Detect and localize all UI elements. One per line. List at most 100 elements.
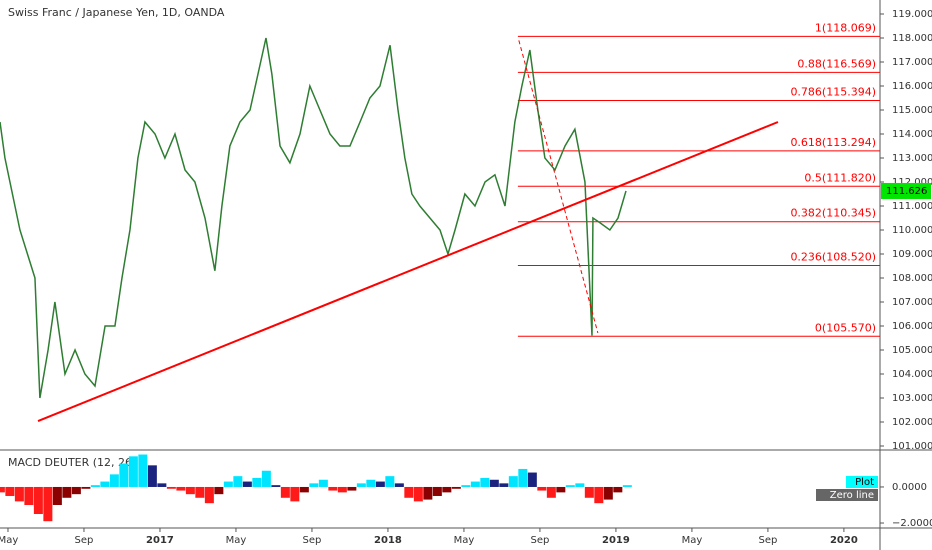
macd-bar xyxy=(546,486,556,498)
x-tick-label: Sep xyxy=(303,535,322,546)
macd-bar xyxy=(499,483,509,487)
macd-bar xyxy=(366,479,376,487)
macd-bar xyxy=(90,485,100,487)
x-tick-label: Sep xyxy=(758,535,777,546)
macd-bar xyxy=(5,486,15,496)
indicator-y-tick-label: 0.0000 xyxy=(892,482,927,493)
macd-bar xyxy=(451,486,461,489)
y-tick-label: 113.000 xyxy=(892,153,932,164)
macd-bar xyxy=(489,479,499,487)
macd-bar xyxy=(470,481,480,487)
fib-label: 0.88(116.569) xyxy=(797,57,876,70)
macd-bar xyxy=(71,486,81,495)
macd-bar xyxy=(461,485,471,487)
macd-bar xyxy=(508,476,518,487)
x-tick-label: May xyxy=(226,535,247,546)
macd-bar xyxy=(138,454,148,487)
fib-label: 0.786(115.394) xyxy=(790,86,876,99)
macd-bar xyxy=(309,483,319,487)
macd-bar xyxy=(375,481,385,487)
macd-bar xyxy=(299,486,309,493)
trend-line xyxy=(518,40,599,334)
macd-bar xyxy=(0,486,5,493)
macd-bar xyxy=(147,465,157,487)
fib-label: 0(105.570) xyxy=(815,321,876,334)
indicator-y-tick-label: −2.0000 xyxy=(892,518,932,529)
y-tick-label: 106.000 xyxy=(892,321,932,332)
last-price-tag xyxy=(881,182,931,199)
macd-bar xyxy=(480,477,490,487)
macd-bar xyxy=(157,483,167,487)
y-tick-label: 119.000 xyxy=(892,9,932,20)
macd-bar xyxy=(128,456,138,487)
x-tick-label: 2020 xyxy=(830,535,858,546)
macd-bar xyxy=(185,486,195,495)
macd-bar xyxy=(195,486,205,498)
macd-bar xyxy=(176,486,186,491)
legend-swatch xyxy=(846,476,878,488)
macd-bar xyxy=(233,476,243,487)
x-tick-label: May xyxy=(682,535,703,546)
y-tick-label: 110.000 xyxy=(892,225,932,236)
macd-bar xyxy=(622,485,632,487)
y-tick-label: 114.000 xyxy=(892,129,932,140)
price-line xyxy=(0,37,627,399)
macd-bar xyxy=(594,486,604,504)
indicator-title: MACD DEUTER (12, 26) xyxy=(8,456,136,469)
macd-bar xyxy=(432,486,442,496)
macd-bar xyxy=(204,486,214,504)
fib-label: 0.236(108.520) xyxy=(790,251,876,264)
x-tick-label: Sep xyxy=(75,535,94,546)
y-tick-label: 105.000 xyxy=(892,345,932,356)
macd-bar xyxy=(556,486,566,493)
macd-bar xyxy=(261,470,271,487)
macd-bar xyxy=(62,486,72,498)
y-tick-label: 109.000 xyxy=(892,249,932,260)
y-tick-label: 108.000 xyxy=(892,273,932,284)
macd-bar xyxy=(24,486,34,505)
macd-bar xyxy=(584,486,594,498)
y-tick-label: 107.000 xyxy=(892,297,932,308)
macd-bar xyxy=(252,477,262,487)
macd-bar xyxy=(337,486,347,493)
macd-bar xyxy=(214,486,224,495)
macd-bar xyxy=(565,485,575,487)
legend-swatch xyxy=(816,489,878,501)
macd-bar xyxy=(119,463,129,487)
macd-bar xyxy=(527,472,537,487)
x-tick-label: Sep xyxy=(531,535,550,546)
x-tick-label: May xyxy=(454,535,475,546)
macd-bar xyxy=(43,486,53,522)
macd-bar xyxy=(52,486,62,505)
y-tick-label: 103.000 xyxy=(892,393,932,404)
macd-bar xyxy=(537,486,547,491)
macd-bar xyxy=(356,483,366,487)
x-tick-label: 2018 xyxy=(374,535,402,546)
x-tick-label: 2019 xyxy=(602,535,630,546)
y-tick-label: 111.000 xyxy=(892,201,932,212)
y-tick-label: 104.000 xyxy=(892,369,932,380)
y-tick-label: 115.000 xyxy=(892,105,932,116)
macd-bar xyxy=(81,486,91,489)
macd-bar xyxy=(394,483,404,487)
macd-bar xyxy=(347,486,357,491)
x-tick-label: May xyxy=(0,535,18,546)
legend-label: Plot xyxy=(855,477,874,488)
y-tick-label: 101.000 xyxy=(892,441,932,452)
last-price-label: 111.626 xyxy=(886,186,927,197)
fib-label: 0.618(113.294) xyxy=(790,136,876,149)
macd-bar xyxy=(613,486,623,493)
legend-label: Zero line xyxy=(830,490,874,501)
macd-bar xyxy=(318,479,328,487)
macd-bar xyxy=(404,486,414,498)
y-tick-label: 116.000 xyxy=(892,81,932,92)
macd-bar xyxy=(413,486,423,502)
macd-bar xyxy=(242,481,252,487)
fib-label: 0.382(110.345) xyxy=(790,207,876,220)
macd-bar xyxy=(603,486,613,500)
macd-bar xyxy=(328,486,338,491)
fib-label: 1(118.069) xyxy=(815,21,876,34)
macd-bar xyxy=(166,486,176,489)
